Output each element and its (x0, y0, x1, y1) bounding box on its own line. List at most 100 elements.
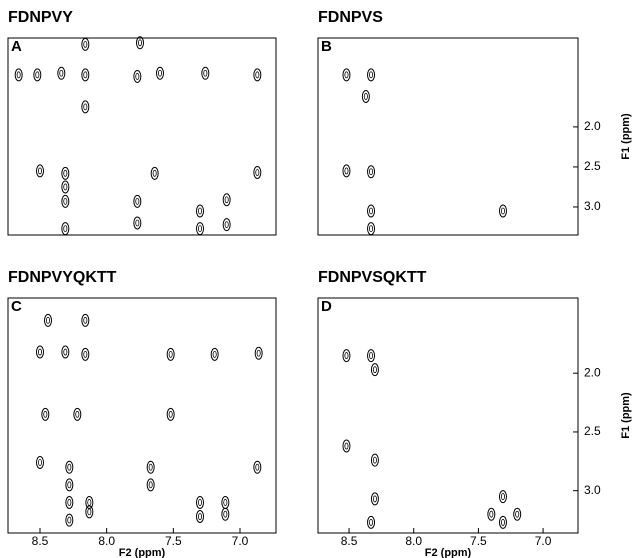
peak (33, 68, 42, 82)
peak-contour (137, 39, 142, 47)
peak (166, 407, 175, 421)
peak-contour (83, 41, 88, 48)
peak-contour (256, 349, 261, 357)
peak-contour (212, 350, 217, 358)
peak (342, 349, 351, 363)
panel-label: C (11, 298, 22, 315)
peak (36, 456, 44, 469)
y-tick-label: 2.0 (584, 119, 601, 133)
peak-contour (85, 495, 94, 509)
peak-contour (75, 410, 80, 418)
peak-contour (367, 515, 376, 529)
peak (221, 495, 230, 509)
peak-contour (148, 481, 153, 489)
peak (367, 222, 376, 236)
peak (370, 453, 379, 467)
peak-contour (157, 69, 162, 77)
x-tick-label: 8.5 (341, 534, 358, 548)
peak-contour (136, 36, 144, 50)
peak-contour (342, 68, 351, 82)
peak-contour (67, 499, 72, 506)
peak-contour (372, 366, 377, 374)
peak-contour (65, 460, 74, 474)
peak-contour (85, 505, 94, 519)
peak-contour (46, 316, 51, 324)
peak (41, 407, 50, 421)
peak-contour (197, 225, 202, 232)
peak (342, 164, 351, 178)
peak (57, 66, 66, 80)
peak (65, 495, 74, 509)
peak-contour (81, 100, 90, 114)
peak (133, 216, 142, 230)
peak (81, 347, 90, 361)
peak (73, 407, 82, 421)
peak-contour (369, 352, 374, 359)
peak (146, 460, 155, 474)
peak-contour (133, 69, 142, 83)
plot-frame (317, 37, 579, 236)
peak-contour (367, 204, 376, 218)
peak-contour (36, 456, 44, 469)
peak-contour (221, 507, 230, 521)
panel-title: FDNPVYQKTT (8, 269, 117, 286)
peak-contour (146, 478, 155, 492)
peak-contour (38, 167, 43, 175)
peak (342, 439, 351, 453)
peak-contour (166, 407, 175, 421)
peak-contour (41, 407, 50, 421)
peak-contour (63, 348, 68, 356)
peak-contour (254, 346, 263, 360)
peak-contour (196, 495, 204, 509)
peak-contour (370, 453, 379, 467)
peak-contour (372, 495, 377, 503)
peak-contour (344, 71, 349, 79)
peak-contour (367, 68, 376, 82)
peak-contour (197, 513, 202, 520)
peak (498, 204, 507, 218)
peak (210, 347, 219, 361)
peak-contour (203, 69, 208, 77)
peak-contour (255, 463, 260, 471)
peak (61, 345, 70, 359)
peak (133, 194, 142, 208)
peak-contour (83, 71, 88, 79)
panel-label: A (11, 38, 22, 55)
peak-contour (500, 519, 505, 526)
peak-contour (14, 68, 23, 82)
peak (221, 507, 230, 521)
peak-contour (255, 71, 260, 79)
peak-contour (81, 37, 90, 51)
peak (370, 363, 379, 377)
peak-contour (156, 66, 164, 80)
peak-contour (36, 164, 44, 178)
plot-frame (7, 37, 277, 236)
y-axis-label: F1 (ppm) (620, 113, 632, 160)
peak (367, 204, 376, 218)
peak-contour (196, 204, 204, 218)
peak-contour (224, 196, 229, 204)
x-tick-label: 8.5 (32, 534, 49, 548)
peak-contour (67, 481, 72, 489)
peak-contour (87, 499, 92, 506)
x-tick-label: 8.0 (98, 534, 115, 548)
peak (222, 218, 231, 232)
peak-contour (44, 313, 52, 327)
peak-contour (83, 350, 88, 358)
peak-contour (369, 207, 374, 215)
peak-contour (168, 350, 173, 358)
y-tick-label: 3.0 (584, 483, 601, 497)
peak-contour (83, 316, 88, 324)
x-tick-label: 8.0 (405, 534, 422, 548)
peak-contour (344, 352, 349, 359)
peak-contour (369, 168, 374, 176)
peak-contour (342, 164, 351, 178)
peak-contour (210, 347, 219, 361)
peak-contour (35, 71, 40, 79)
peak-contour (16, 71, 21, 79)
peak (498, 515, 507, 529)
peak-contour (369, 225, 374, 232)
peak-contour (500, 493, 505, 500)
peak-contour (150, 166, 159, 180)
